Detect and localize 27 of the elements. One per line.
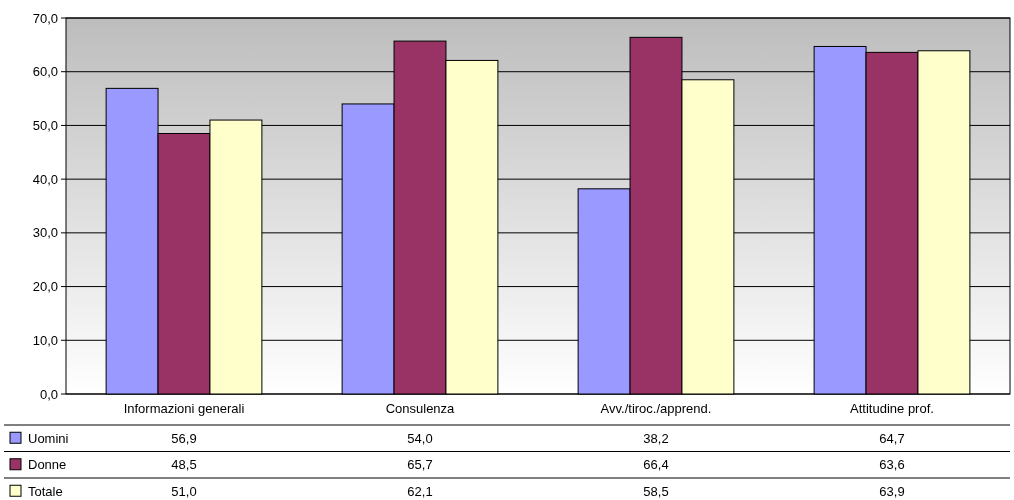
data-label: 51,0 <box>171 483 197 499</box>
data-label: 64,7 <box>879 430 905 446</box>
data-label: 63,9 <box>879 483 905 499</box>
legend-label: Uomini <box>28 430 69 446</box>
x-tick-label: Consulenza <box>385 401 456 416</box>
y-tick-label: 10,0 <box>32 332 58 348</box>
data-label: 66,4 <box>643 457 669 473</box>
data-label: 63,6 <box>879 457 905 473</box>
data-label: 48,5 <box>171 457 197 473</box>
data-label: 58,5 <box>643 483 669 499</box>
x-tick-label: Attitudine prof. <box>850 401 934 416</box>
y-tick-label: 60,0 <box>32 64 58 80</box>
data-label: 65,7 <box>407 457 433 473</box>
data-label: 38,2 <box>643 430 669 446</box>
y-tick-label: 30,0 <box>32 225 58 241</box>
data-label: 54,0 <box>407 430 433 446</box>
y-tick-label: 70,0 <box>32 10 58 26</box>
y-tick-label: 40,0 <box>32 171 58 187</box>
data-label: 62,1 <box>407 483 433 499</box>
x-tick-label: Informazioni generali <box>123 401 245 416</box>
data-label: 56,9 <box>171 430 197 446</box>
y-tick-label: 50,0 <box>32 117 58 133</box>
y-tick-label: 20,0 <box>32 279 58 295</box>
y-tick-label: 0,0 <box>39 386 58 402</box>
legend-label: Totale <box>28 483 63 499</box>
legend-label: Donne <box>28 457 67 473</box>
x-tick-label: Avv./tiroc./apprend. <box>600 401 712 416</box>
